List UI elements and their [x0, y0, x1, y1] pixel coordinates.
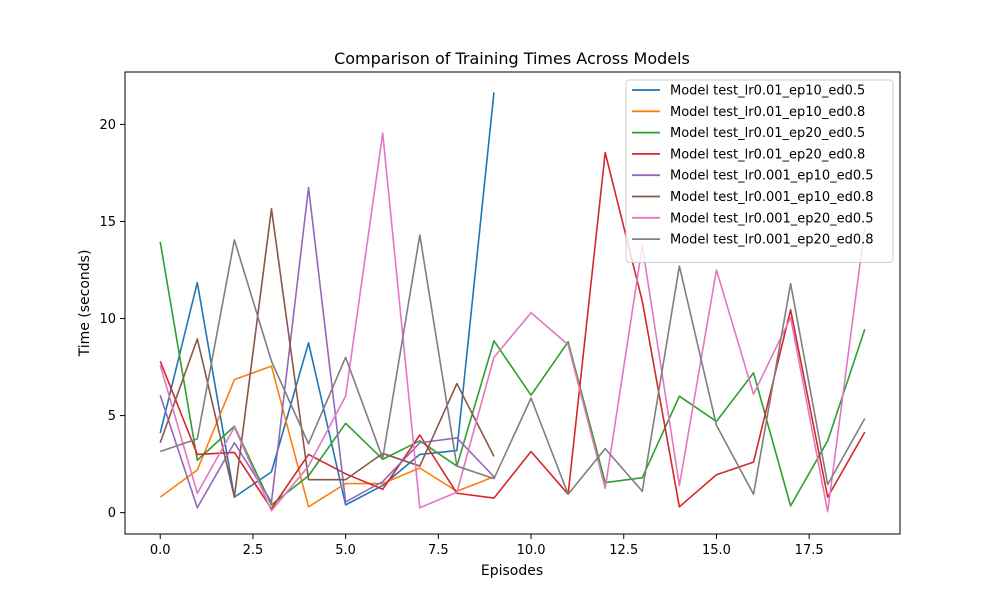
- series-line-1: [159, 92, 495, 506]
- x-tick-label: 12.5: [609, 543, 638, 558]
- x-tick-label: 0.0: [150, 543, 171, 558]
- y-tick-label: 0: [108, 506, 116, 521]
- series-line-8: [159, 234, 866, 496]
- legend-entry: Model test_lr0.01_ep10_ed0.5: [670, 84, 865, 99]
- x-tick-label: 5.0: [335, 543, 356, 558]
- legend-entry: Model test_lr0.01_ep10_ed0.8: [670, 105, 865, 120]
- y-axis-label: Time (seconds): [77, 250, 93, 358]
- legend-entry: Model test_lr0.001_ep20_ed0.8: [670, 233, 874, 248]
- legend-entry: Model test_lr0.01_ep20_ed0.8: [670, 147, 865, 162]
- series-layer: [159, 92, 866, 513]
- y-tick-label: 5: [108, 409, 116, 424]
- x-tick-label: 2.5: [243, 543, 264, 558]
- legend-box: [625, 79, 894, 263]
- series-line-6: [159, 208, 495, 498]
- legend-entry: Model test_lr0.01_ep20_ed0.5: [670, 126, 865, 141]
- y-axis: 0 5 10 15 20: [99, 118, 125, 521]
- plot-frame: [124, 71, 901, 535]
- series-line-7: [159, 132, 866, 513]
- series-line-4: [159, 151, 866, 510]
- x-tick-label: 15.0: [702, 543, 731, 558]
- y-tick-label: 15: [99, 215, 116, 230]
- legend: Model test_lr0.01_ep10_ed0.5 Model test_l…: [625, 79, 894, 263]
- legend-entry: Model test_lr0.001_ep10_ed0.8: [670, 190, 874, 205]
- chart-title: Comparison of Training Times Across Mode…: [334, 49, 690, 68]
- series-line-5: [159, 186, 495, 509]
- legend-entry: Model test_lr0.001_ep20_ed0.5: [670, 211, 874, 226]
- x-tick-label: 10.0: [517, 543, 546, 558]
- series-line-2: [159, 365, 495, 508]
- x-tick-label: 7.5: [428, 543, 449, 558]
- legend-entry: Model test_lr0.001_ep10_ed0.5: [670, 169, 874, 184]
- x-axis-label: Episodes: [481, 563, 543, 579]
- y-tick-label: 10: [99, 312, 116, 327]
- x-tick-label: 17.5: [795, 543, 824, 558]
- y-tick-label: 20: [99, 118, 116, 133]
- x-axis: 0.0 2.5 5.0 7.5 10.0 12.5 15.0 17.5: [150, 534, 824, 558]
